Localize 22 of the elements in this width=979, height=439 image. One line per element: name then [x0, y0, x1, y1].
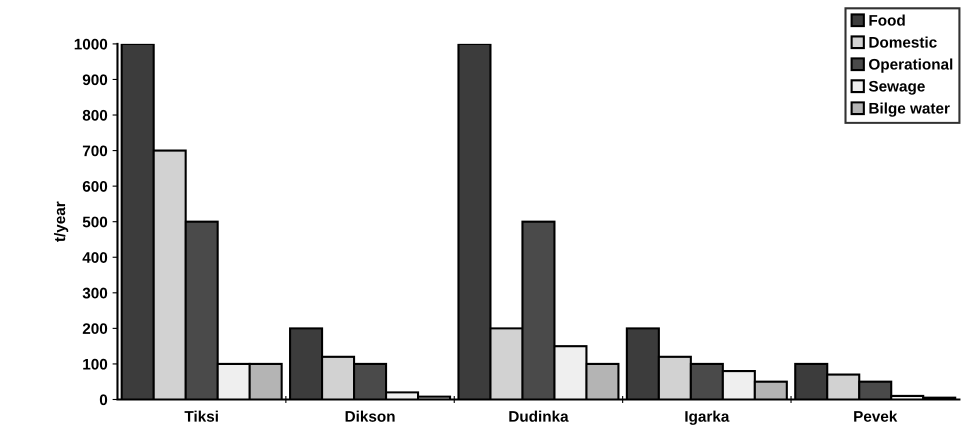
legend-label: Bilge water — [869, 102, 950, 117]
x-tick-label: Tiksi — [184, 410, 218, 422]
legend-label: Food — [869, 14, 905, 26]
legend-label: Sewage — [868, 80, 925, 95]
x-tick-label: Dikson — [346, 410, 395, 422]
y-tick-label: 1000 — [74, 38, 108, 50]
y-tick-label: 600 — [82, 181, 108, 192]
y-tick-label: 300 — [82, 288, 108, 299]
y-tick-label: 0 — [100, 394, 108, 406]
y-tick-label: 200 — [82, 323, 108, 334]
y-axis-title: t/year — [54, 202, 68, 242]
y-tick-label: 700 — [82, 145, 108, 156]
legend-label: Domestic — [869, 36, 937, 48]
y-tick-label: 500 — [82, 216, 108, 228]
x-tick-label: Dudinka — [509, 410, 569, 422]
legend-label: Operational — [869, 58, 952, 73]
y-tick-label: 800 — [82, 110, 108, 121]
y-tick-label: 900 — [82, 74, 108, 86]
x-tick-label: Pevek — [854, 410, 898, 422]
y-tick-label: 400 — [82, 252, 108, 263]
y-tick-label: 100 — [83, 358, 108, 370]
x-tick-label: Igarka — [685, 410, 730, 425]
